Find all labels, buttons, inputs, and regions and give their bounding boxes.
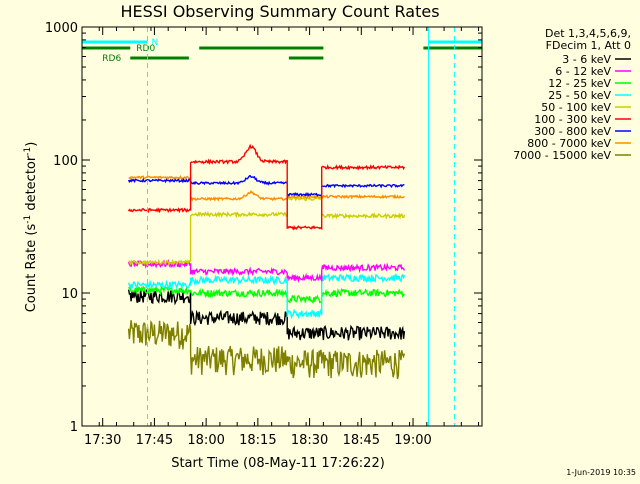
series-line-8 [127, 320, 406, 380]
legend-label: 25 - 50 keV [548, 89, 611, 102]
chart-title: HESSI Observing Summary Count Rates [120, 2, 439, 21]
flag-label-rd6: RD6 [102, 54, 121, 64]
legend-label: 12 - 25 keV [548, 77, 611, 90]
y-axis-label-part: -1 [23, 215, 33, 224]
legend-label: 300 - 800 keV [534, 125, 611, 138]
legend: Det 1,3,4,5,6,9,FDecim 1, Att 03 - 6 keV… [513, 27, 631, 162]
x-tick-label: 18:45 [343, 433, 380, 448]
x-tick-label: 18:30 [291, 433, 328, 448]
series-line-5 [127, 143, 406, 231]
plot-frame [81, 26, 483, 427]
y-tick-label: 1000 [45, 21, 78, 36]
flag-label-n: N [152, 38, 159, 48]
y-tick-label: 10 [61, 287, 78, 302]
x-axis-label: Start Time (08-May-11 17:26:22) [171, 456, 385, 471]
legend-label: 100 - 300 keV [534, 113, 611, 126]
x-tick-label: 17:30 [84, 433, 121, 448]
flag-label-rd0: RD0 [136, 44, 155, 54]
series-line-7 [128, 174, 405, 203]
y-axis-label: Count Rate (s-1 detector-1) [23, 142, 39, 313]
x-tick-label: 18:15 [239, 433, 276, 448]
legend-label: 6 - 12 keV [555, 65, 611, 78]
legend-label: 800 - 7000 keV [527, 137, 611, 150]
flag-vlines [147, 27, 455, 426]
y-tick-label: 1 [70, 420, 78, 435]
series-line-6 [127, 174, 405, 197]
series-line-2 [128, 284, 405, 304]
legend-header-line: Det 1,3,4,5,6,9, [545, 27, 631, 40]
plot-timestamp: 1-Jun-2019 10:35 [566, 468, 636, 477]
axes: 17:30 17:45 18:00 18:15 18:30 18:45 19:00 1 10 10… [45, 21, 482, 448]
y-axis-label-part: Count Rate (s [24, 224, 39, 313]
x-tick-label: 17:45 [136, 433, 173, 448]
x-tick-label: 18:00 [187, 433, 224, 448]
legend-label: 3 - 6 keV [562, 53, 611, 66]
y-axis-label-part: ) [24, 142, 39, 147]
series-line-0 [127, 289, 406, 341]
x-tick-label: 19:00 [394, 433, 431, 448]
series-line-3 [127, 273, 406, 320]
series-line-4 [128, 196, 406, 266]
y-tick-label: 100 [53, 154, 78, 169]
legend-label: 50 - 100 keV [541, 101, 611, 114]
series-line-1 [127, 258, 406, 284]
legend-header-line: FDecim 1, Att 0 [546, 39, 631, 52]
y-axis-label-part: detector [24, 155, 39, 215]
data-layer [127, 143, 406, 380]
legend-label: 7000 - 15000 keV [513, 149, 611, 162]
y-axis-label-part: -1 [23, 147, 33, 156]
